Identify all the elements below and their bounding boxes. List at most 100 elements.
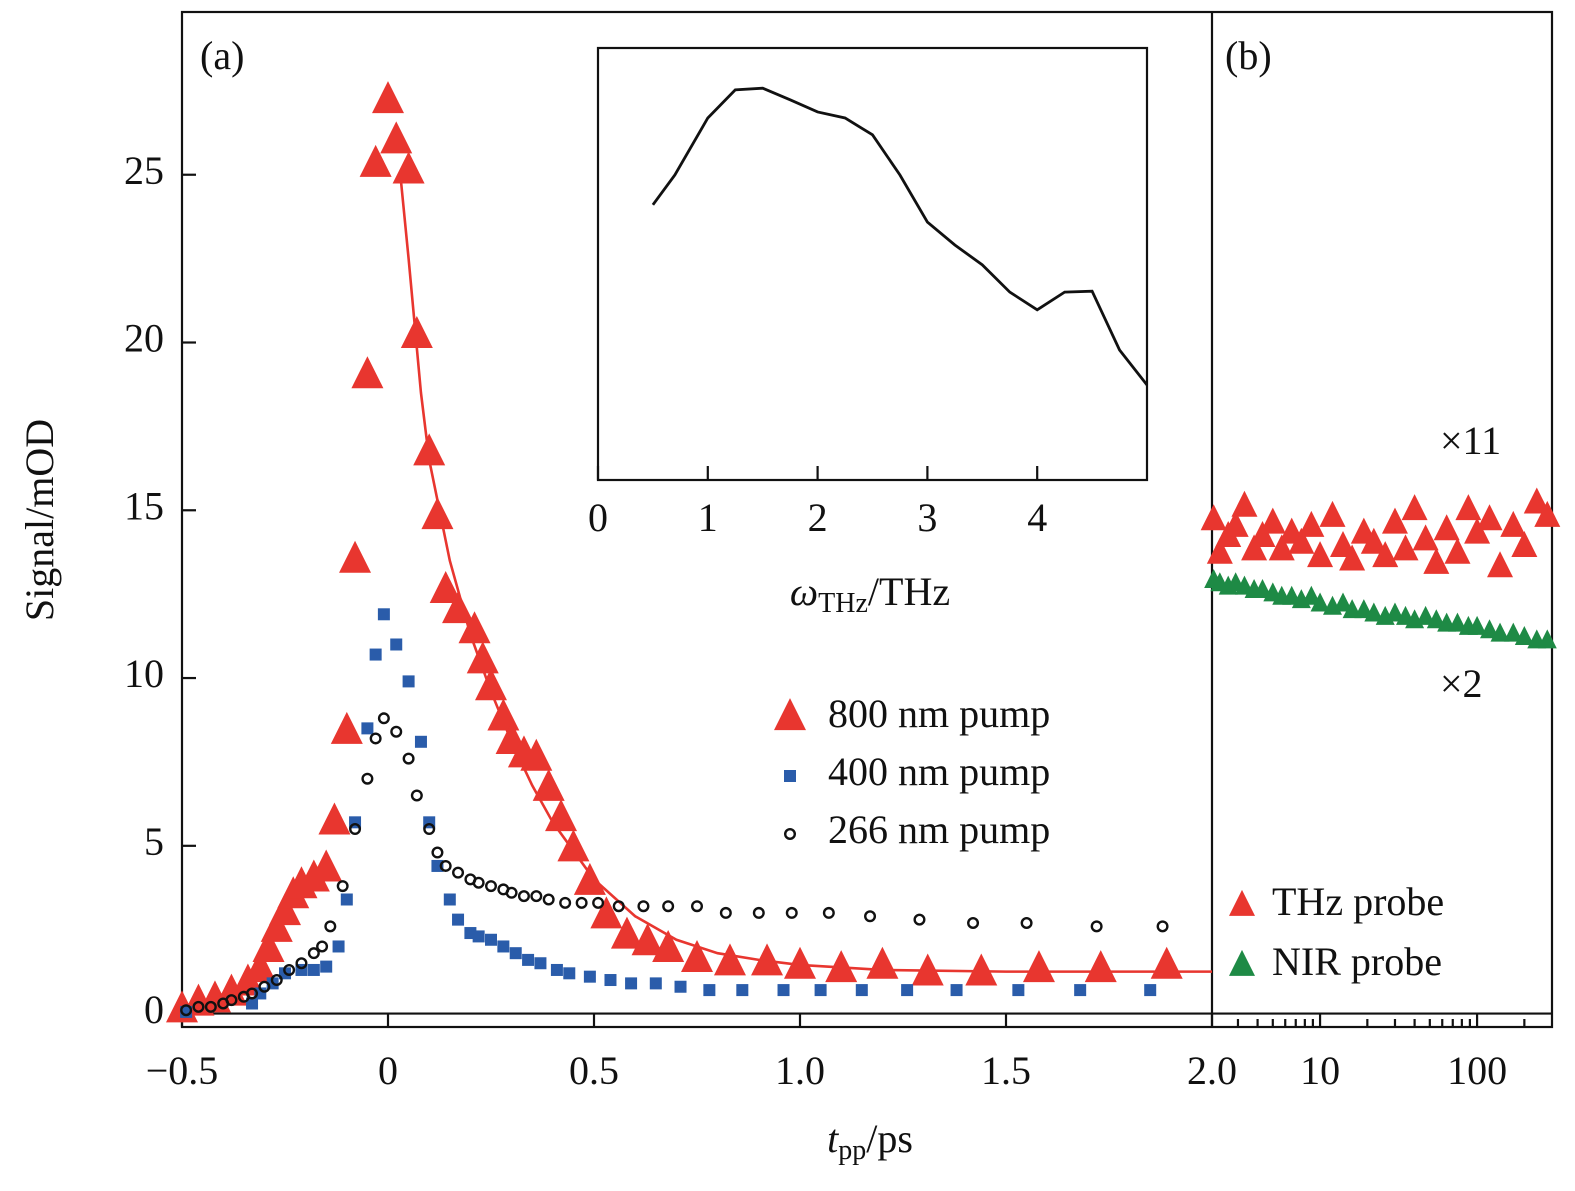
marker xyxy=(390,725,403,738)
marker xyxy=(269,893,301,926)
marker xyxy=(713,943,746,976)
marker xyxy=(246,997,259,1010)
marker xyxy=(377,608,390,621)
marker xyxy=(443,893,456,906)
marker xyxy=(1455,494,1482,521)
y-tick-label: 0 xyxy=(144,987,164,1032)
marker xyxy=(1523,487,1550,514)
marker xyxy=(1268,534,1295,561)
marker xyxy=(1020,916,1033,929)
marker xyxy=(414,735,427,748)
marker xyxy=(392,151,425,184)
marker xyxy=(1500,510,1527,537)
y-tick-label: 15 xyxy=(124,483,164,528)
legend-marker xyxy=(784,770,796,782)
marker xyxy=(662,900,675,913)
marker xyxy=(814,984,827,997)
marker xyxy=(339,540,372,573)
marker xyxy=(604,974,617,987)
y-tick-label: 25 xyxy=(124,148,164,193)
marker xyxy=(246,987,259,1000)
marker xyxy=(307,963,320,976)
marker xyxy=(295,957,308,970)
marker xyxy=(866,946,899,979)
y-tick-label: 20 xyxy=(124,316,164,361)
x-tick-label: 1.0 xyxy=(775,1048,825,1093)
marker xyxy=(225,994,238,1007)
marker xyxy=(522,953,535,966)
marker xyxy=(610,916,643,949)
marker xyxy=(431,859,444,872)
marker xyxy=(475,668,507,701)
marker xyxy=(332,940,345,953)
marker xyxy=(752,906,765,919)
marker xyxy=(505,886,518,899)
marker xyxy=(324,920,337,933)
marker xyxy=(649,977,662,990)
x-tick-label: 0 xyxy=(378,1048,398,1093)
marker xyxy=(1253,579,1273,599)
marker xyxy=(1534,500,1561,527)
marker xyxy=(369,648,382,661)
marker xyxy=(472,876,485,889)
marker xyxy=(1392,534,1419,561)
marker xyxy=(1364,602,1384,622)
marker xyxy=(1401,494,1428,521)
x-tick-label: 2.0 xyxy=(1187,1048,1237,1093)
marker xyxy=(532,768,565,801)
marker xyxy=(410,789,423,802)
marker xyxy=(542,893,555,906)
marker xyxy=(1423,547,1450,574)
panel-label: (b) xyxy=(1225,33,1272,78)
marker xyxy=(429,570,462,603)
y-tick-label: 10 xyxy=(124,651,164,696)
x-label-symbol: t xyxy=(827,1116,839,1161)
marker xyxy=(1200,504,1227,531)
marker xyxy=(1022,950,1055,983)
legend-marker xyxy=(774,698,806,731)
marker xyxy=(1156,920,1169,933)
marker xyxy=(270,974,283,987)
marker xyxy=(563,967,576,980)
legend-label: 266 nm pump xyxy=(828,807,1050,852)
marker xyxy=(559,896,572,909)
x-tick-label: 2 xyxy=(808,495,828,540)
marker xyxy=(509,947,522,960)
annotation: ×2 xyxy=(1440,661,1483,706)
marker xyxy=(1476,504,1503,531)
marker xyxy=(785,906,798,919)
marker xyxy=(1412,524,1439,551)
marker xyxy=(359,144,392,177)
marker xyxy=(901,984,914,997)
marker xyxy=(442,591,475,624)
marker xyxy=(864,910,877,923)
marker xyxy=(825,950,858,983)
marker xyxy=(204,1000,217,1013)
marker xyxy=(1537,629,1557,649)
marker xyxy=(307,947,320,960)
marker xyxy=(557,829,590,862)
marker xyxy=(390,638,403,651)
marker xyxy=(590,896,623,929)
x-label-unit: /THz xyxy=(868,569,950,614)
marker xyxy=(822,906,835,919)
legend-label: THz probe xyxy=(1272,879,1444,924)
marker xyxy=(575,896,588,909)
marker xyxy=(361,722,374,735)
marker xyxy=(1206,537,1233,564)
legend-label: NIR probe xyxy=(1272,939,1442,984)
marker xyxy=(402,675,415,688)
legend-label: 400 nm pump xyxy=(828,749,1050,794)
marker xyxy=(1307,541,1334,568)
y-axis-label: Signal/mOD xyxy=(17,419,62,621)
marker xyxy=(192,1000,205,1013)
marker xyxy=(777,984,790,997)
marker xyxy=(1319,500,1346,527)
marker xyxy=(583,970,596,983)
marker xyxy=(530,890,543,903)
marker xyxy=(439,859,452,872)
marker xyxy=(703,984,716,997)
marker xyxy=(855,984,868,997)
legend-label: 800 nm pump xyxy=(828,691,1050,736)
marker xyxy=(1480,619,1500,639)
